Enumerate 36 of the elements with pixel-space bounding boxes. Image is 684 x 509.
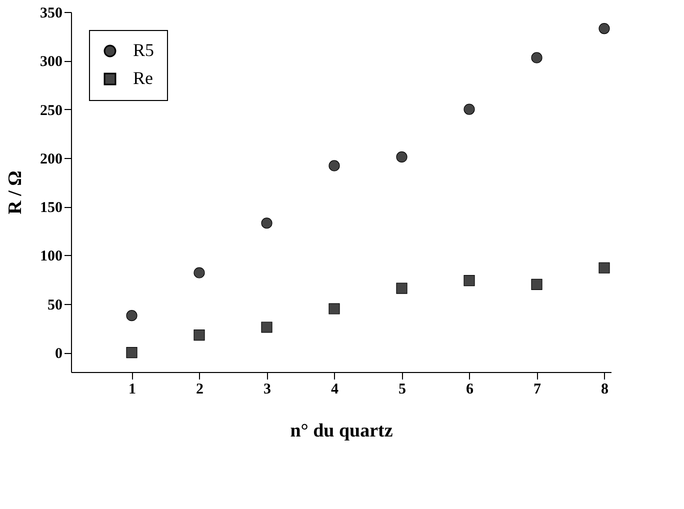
x-tick-label: 4 <box>331 382 339 398</box>
point <box>328 160 340 172</box>
x-axis-title: n° du quartz <box>290 420 394 442</box>
y-tick-label: 350 <box>40 6 62 22</box>
y-tick-label: 150 <box>40 200 62 216</box>
point <box>598 23 610 34</box>
point <box>194 267 205 278</box>
x-tick-label: 2 <box>196 382 204 398</box>
x-tick-label: 7 <box>534 382 542 398</box>
point <box>464 274 475 286</box>
x-tick-label: 1 <box>128 382 136 398</box>
y-tick-label: 0 <box>55 346 62 362</box>
point <box>396 151 408 163</box>
point <box>598 262 610 274</box>
point <box>464 104 475 115</box>
x-tick-label: 6 <box>466 382 474 398</box>
legend-label: Re <box>133 68 154 88</box>
point <box>328 303 340 314</box>
x-tick-label: 3 <box>264 382 271 398</box>
point <box>126 310 138 322</box>
y-tick-label: 50 <box>48 297 62 314</box>
y-tick-label: 300 <box>40 54 62 70</box>
y-tick-label: 250 <box>40 102 62 119</box>
point <box>261 322 272 333</box>
point <box>531 52 542 64</box>
point <box>396 282 408 294</box>
y-tick-label: 100 <box>40 248 62 265</box>
point <box>194 329 205 341</box>
point <box>261 218 272 229</box>
x-tick-label: 8 <box>601 382 608 398</box>
y-tick-label: 200 <box>40 151 62 168</box>
point <box>126 346 138 358</box>
point <box>531 278 542 290</box>
legend-label: R5 <box>133 40 154 60</box>
y-axis-title: R / Ω <box>5 170 26 214</box>
x-tick-label: 5 <box>398 382 406 398</box>
